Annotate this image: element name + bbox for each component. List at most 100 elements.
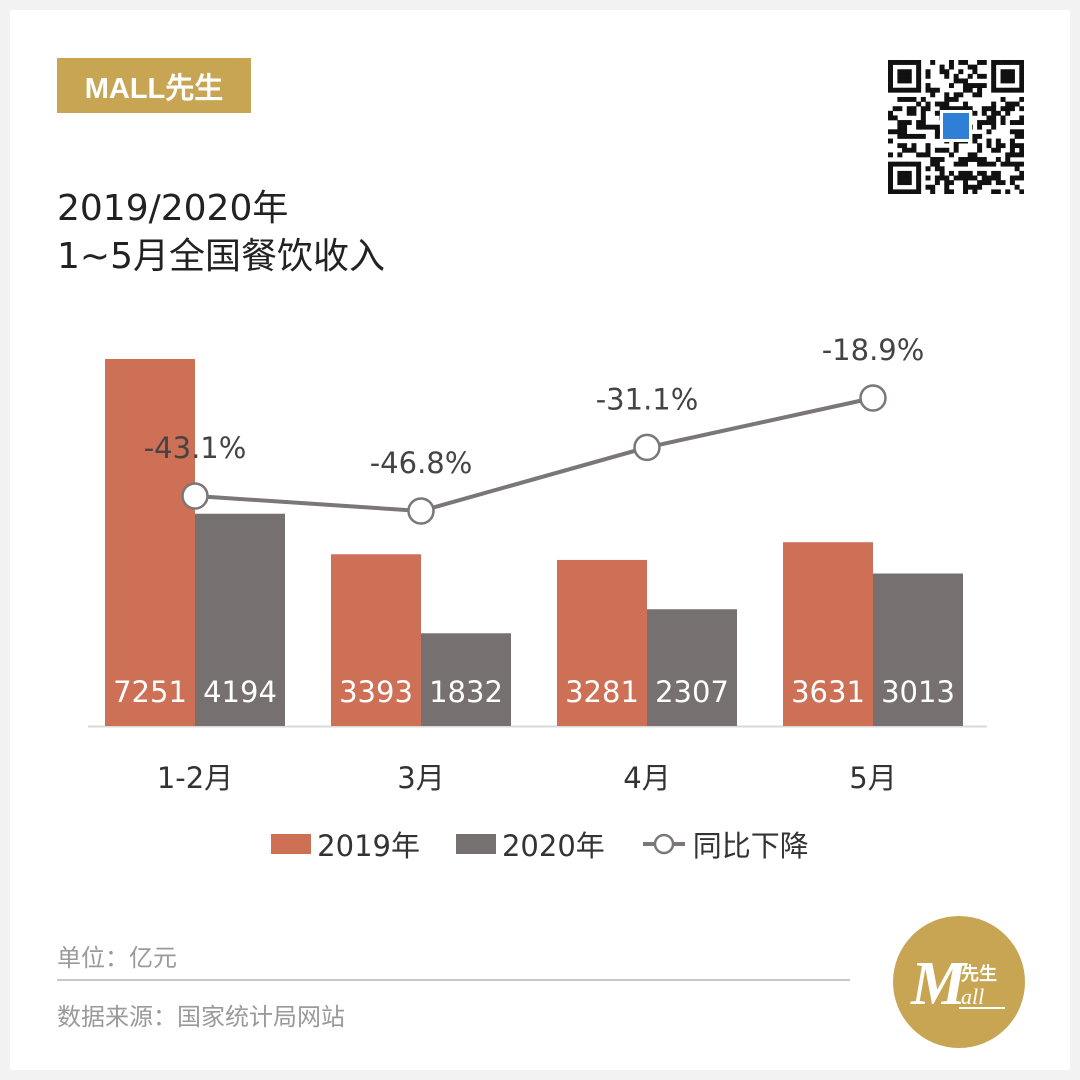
qr-module <box>1014 184 1020 190</box>
qr-module <box>1019 129 1024 135</box>
qr-module <box>934 175 940 181</box>
qr-module <box>963 175 969 181</box>
qr-module <box>939 147 945 153</box>
qr-module <box>930 87 936 93</box>
qr-module <box>995 143 1001 149</box>
qr-module <box>981 60 987 65</box>
qr-module <box>925 87 931 93</box>
qr-module <box>948 60 954 65</box>
qr-module <box>944 189 950 194</box>
qr-module <box>986 120 992 125</box>
qr-module <box>948 180 954 186</box>
qr-module <box>934 133 940 139</box>
qr-module <box>967 152 973 158</box>
qr-module <box>991 101 997 107</box>
qr-module <box>991 87 997 93</box>
qr-module <box>1009 152 1015 158</box>
qr-module <box>1014 60 1020 65</box>
qr-module <box>981 161 987 167</box>
qr-module <box>916 166 922 172</box>
qr-module <box>920 124 926 130</box>
qr-module <box>1009 129 1015 135</box>
qr-module <box>925 152 931 158</box>
qr-module <box>934 166 940 172</box>
qr-module <box>930 92 936 98</box>
qr-module <box>911 87 917 93</box>
qr-module <box>963 106 969 112</box>
qr-module <box>920 115 926 121</box>
qr-module <box>1019 96 1024 102</box>
qr-module <box>953 161 959 167</box>
qr-module <box>981 180 987 186</box>
title-line-1: 2019/2020年 <box>57 188 289 229</box>
qr-module <box>972 189 978 194</box>
qr-module <box>963 78 969 84</box>
qr-module <box>897 161 903 167</box>
qr-module <box>1019 73 1024 79</box>
qr-module <box>1005 101 1011 107</box>
qr-module <box>939 69 945 75</box>
qr-module <box>1000 60 1006 65</box>
qr-module <box>995 180 1001 186</box>
qr-module <box>963 189 969 194</box>
qr-module <box>902 175 908 181</box>
qr-module <box>925 147 931 153</box>
qr-module <box>925 101 931 107</box>
qr-module <box>892 129 898 135</box>
qr-module <box>916 69 922 75</box>
qr-module <box>906 96 912 102</box>
qr-module <box>948 170 954 176</box>
qr-module <box>1019 175 1024 181</box>
qr-module <box>888 110 893 116</box>
qr-module <box>916 170 922 176</box>
qr-module <box>902 143 908 149</box>
qr-module <box>897 60 903 65</box>
qr-module <box>995 87 1001 93</box>
qr-module <box>977 120 983 125</box>
qr-module <box>911 147 917 153</box>
qr-module <box>902 124 908 130</box>
qr-module <box>977 83 983 89</box>
qr-module <box>916 161 922 167</box>
qr-module <box>916 152 922 158</box>
qr-module <box>902 133 908 139</box>
qr-module <box>991 106 997 112</box>
qr-module <box>906 69 912 75</box>
qr-module <box>934 161 940 167</box>
qr-module <box>991 78 997 84</box>
qr-module <box>1000 120 1006 125</box>
yoy-point-4月 <box>633 433 661 462</box>
qr-module <box>972 138 978 144</box>
mall-logo-icon: M 先生 all <box>910 950 1005 1018</box>
qr-module <box>986 161 992 167</box>
qr-module <box>1014 152 1020 158</box>
qr-module <box>916 124 922 130</box>
yoy-point-5月 <box>859 384 887 412</box>
qr-module <box>991 120 997 125</box>
legend-item-2020: 2020年 <box>455 823 605 865</box>
bar-2019年-4月 <box>557 559 647 726</box>
qr-module <box>897 120 903 125</box>
qr-module <box>967 73 973 79</box>
qr-module <box>958 106 964 112</box>
qr-module <box>1014 129 1020 135</box>
qr-module <box>911 133 917 139</box>
qr-module <box>888 184 893 190</box>
yoy-point-3月 <box>407 497 435 525</box>
bar-2020年-4月 <box>647 609 737 726</box>
qr-module <box>1005 60 1011 65</box>
qr-module <box>897 96 903 102</box>
qr-module <box>916 101 922 107</box>
qr-module <box>953 78 959 84</box>
qr-module <box>911 106 917 112</box>
qr-module <box>934 87 940 93</box>
qr-module <box>981 157 987 162</box>
qr-module <box>1000 115 1006 121</box>
qr-module <box>939 101 945 107</box>
qr-module <box>953 147 959 153</box>
qr-module <box>977 170 983 176</box>
legend-label-2020: 2020年 <box>501 829 605 863</box>
qr-module <box>958 92 964 98</box>
qr-code-icon[interactable] <box>888 60 1024 194</box>
qr-module <box>888 161 893 167</box>
